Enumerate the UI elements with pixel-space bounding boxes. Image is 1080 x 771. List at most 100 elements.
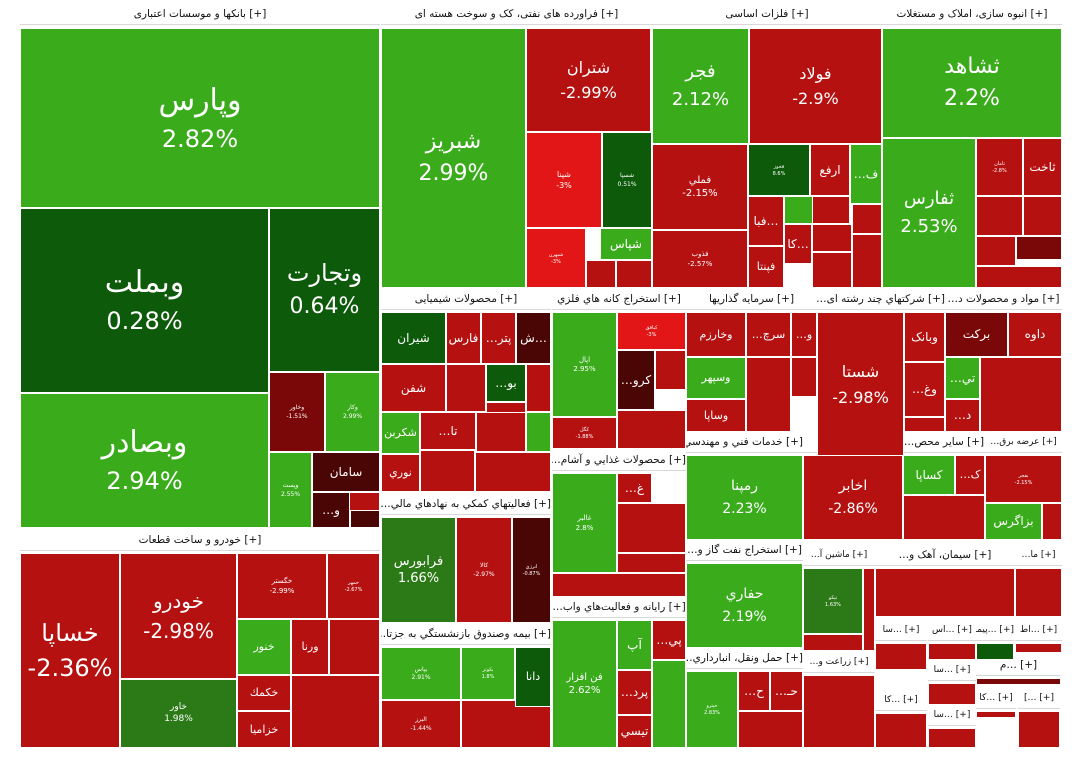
stock-tile[interactable]: خمهر -2.67% — [327, 553, 380, 619]
stock-tile[interactable]: کبافق -3% — [617, 312, 686, 350]
sector-header[interactable]: [+] …اط — [1015, 620, 1062, 641]
stock-tile[interactable]: …حـ — [770, 671, 803, 711]
stock-tile[interactable]: …پتر — [481, 312, 516, 364]
stock-tile[interactable]: شبریز 2.99% — [381, 28, 526, 288]
stock-tile[interactable]: فجر 2.12% — [652, 28, 749, 144]
sector-header[interactable]: [+] …كا — [875, 690, 927, 711]
minor-stock-tile[interactable] — [976, 266, 1062, 288]
stock-tile[interactable]: ارفع — [810, 144, 850, 196]
minor-stock-tile[interactable] — [976, 711, 1016, 718]
sector-header[interactable]: [+] استخراج کانه هاي فلزي — [552, 289, 686, 310]
stock-tile[interactable]: فرابورس 1.66% — [381, 517, 456, 623]
stock-tile[interactable]: خگستر -2.99% — [237, 553, 327, 619]
stock-tile[interactable]: شتران -2.99% — [526, 28, 651, 132]
stock-tile[interactable]: خكمك — [237, 675, 291, 711]
stock-tile[interactable]: تپکو 1.63% — [803, 568, 863, 634]
minor-stock-tile[interactable] — [617, 503, 686, 553]
stock-tile[interactable]: ثاخت — [1023, 138, 1062, 196]
sector-header[interactable]: [+] …سا — [875, 620, 927, 641]
stock-tile[interactable]: شستا -2.98% — [817, 312, 904, 457]
stock-tile[interactable]: وسپهر — [686, 357, 746, 399]
minor-stock-tile[interactable] — [652, 660, 686, 748]
sector-header[interactable]: [+] ماشين آ… — [803, 545, 875, 566]
minor-stock-tile[interactable] — [746, 357, 791, 432]
minor-stock-tile[interactable] — [976, 678, 1061, 685]
minor-stock-tile[interactable] — [980, 357, 1062, 432]
minor-stock-tile[interactable] — [617, 553, 686, 573]
minor-stock-tile[interactable] — [738, 711, 803, 748]
sector-header[interactable]: [+] انبوه سازی، املاک و مستغلات — [882, 4, 1062, 25]
stock-tile[interactable]: شپاس — [600, 228, 652, 260]
stock-tile[interactable]: حفاري 2.19% — [686, 563, 803, 648]
stock-tile[interactable]: داوه — [1008, 312, 1062, 357]
stock-tile[interactable]: فذوب -2.57% — [652, 230, 748, 288]
stock-tile[interactable]: شفن — [381, 364, 446, 412]
stock-tile[interactable]: …پي — [652, 620, 686, 660]
minor-stock-tile[interactable] — [617, 410, 686, 449]
stock-tile[interactable]: …وغ — [904, 362, 945, 417]
stock-tile[interactable]: بزاگرس — [985, 503, 1042, 540]
stock-tile[interactable]: …ح — [738, 671, 770, 711]
stock-tile[interactable]: فولاد -2.9% — [749, 28, 882, 144]
stock-tile[interactable]: ش… — [516, 312, 551, 364]
stock-tile[interactable]: البرز -1.44% — [381, 700, 461, 748]
stock-tile[interactable]: کالا -2.97% — [456, 517, 512, 623]
minor-stock-tile[interactable] — [1018, 711, 1060, 748]
minor-stock-tile[interactable] — [616, 260, 652, 288]
minor-stock-tile[interactable] — [928, 683, 976, 705]
minor-stock-tile[interactable] — [875, 568, 1015, 617]
minor-stock-tile[interactable] — [976, 196, 1023, 236]
stock-tile[interactable]: خودرو -2.98% — [120, 553, 237, 679]
sector-header[interactable]: [+] ما… — [1015, 545, 1062, 566]
stock-tile[interactable]: بفجر -2.15% — [985, 455, 1062, 503]
minor-stock-tile[interactable] — [875, 713, 927, 748]
stock-tile[interactable]: وخاور -1.51% — [269, 372, 325, 452]
minor-stock-tile[interactable] — [420, 450, 475, 492]
stock-tile[interactable]: ثشاهد 2.2% — [882, 28, 1062, 138]
stock-tile[interactable]: دانا — [515, 647, 551, 707]
minor-stock-tile[interactable] — [526, 412, 551, 452]
stock-tile[interactable]: فپنتا — [748, 246, 784, 288]
minor-stock-tile[interactable] — [904, 417, 945, 432]
sector-header[interactable]: [+] عرضه برق… — [985, 432, 1062, 453]
stock-tile[interactable]: …بو — [486, 364, 526, 402]
minor-stock-tile[interactable] — [852, 234, 882, 288]
stock-tile[interactable]: وکار 2.99% — [325, 372, 380, 452]
minor-stock-tile[interactable] — [903, 495, 985, 540]
stock-tile[interactable]: وپست 2.55% — [269, 452, 312, 528]
minor-stock-tile[interactable] — [812, 252, 852, 288]
stock-tile[interactable]: خزاميا — [237, 711, 291, 748]
stock-tile[interactable]: بپاس 2.91% — [381, 647, 461, 700]
minor-stock-tile[interactable] — [852, 204, 882, 234]
stock-tile[interactable]: برکت — [945, 312, 1008, 357]
sector-header[interactable]: [+] فراورده های نفتی، کک و سوخت هسته ای — [381, 4, 652, 25]
stock-tile[interactable]: اخابر -2.86% — [803, 455, 903, 540]
minor-stock-tile[interactable] — [784, 196, 814, 224]
minor-stock-tile[interactable] — [976, 643, 1014, 660]
stock-tile[interactable]: رمپنا 2.23% — [686, 455, 803, 540]
sector-header[interactable]: [+] …كا — [976, 688, 1016, 709]
sector-header[interactable]: [+] زراعت و… — [803, 652, 875, 673]
sector-header[interactable]: [+] فلزات اساسی — [652, 4, 882, 25]
minor-stock-tile[interactable] — [1042, 503, 1062, 540]
minor-stock-tile[interactable] — [812, 224, 852, 252]
sector-header[interactable]: [+] استخراج نفت گاز و… — [686, 540, 803, 561]
sector-header[interactable]: [+] فعاليتهاي کمکي به نهادهاي مالي… — [381, 494, 551, 515]
stock-tile[interactable]: فخوز 8.6% — [748, 144, 810, 196]
minor-stock-tile[interactable] — [1023, 196, 1062, 236]
sector-header[interactable]: [+] محصولات شیمیایی — [381, 289, 551, 310]
minor-stock-tile[interactable] — [526, 364, 551, 412]
stock-tile[interactable]: حپترو 2.83% — [686, 671, 738, 748]
minor-stock-tile[interactable] — [586, 260, 616, 288]
sector-header[interactable]: [+] خدمات فني و مهندسي — [686, 432, 803, 453]
minor-stock-tile[interactable] — [976, 236, 1016, 266]
stock-tile[interactable]: …و — [312, 492, 350, 528]
stock-tile[interactable]: آپ — [617, 620, 652, 670]
minor-stock-tile[interactable] — [928, 643, 976, 660]
stock-tile[interactable]: انرژي -0.87% — [512, 517, 551, 623]
sector-header[interactable]: [+] سيمان، آهک و… — [875, 545, 1015, 566]
minor-stock-tile[interactable] — [1015, 568, 1062, 617]
stock-tile[interactable]: …ک — [955, 455, 985, 495]
minor-stock-tile[interactable] — [350, 510, 380, 528]
sector-header[interactable]: [+] بانکها و موسسات اعتباری — [20, 4, 380, 25]
